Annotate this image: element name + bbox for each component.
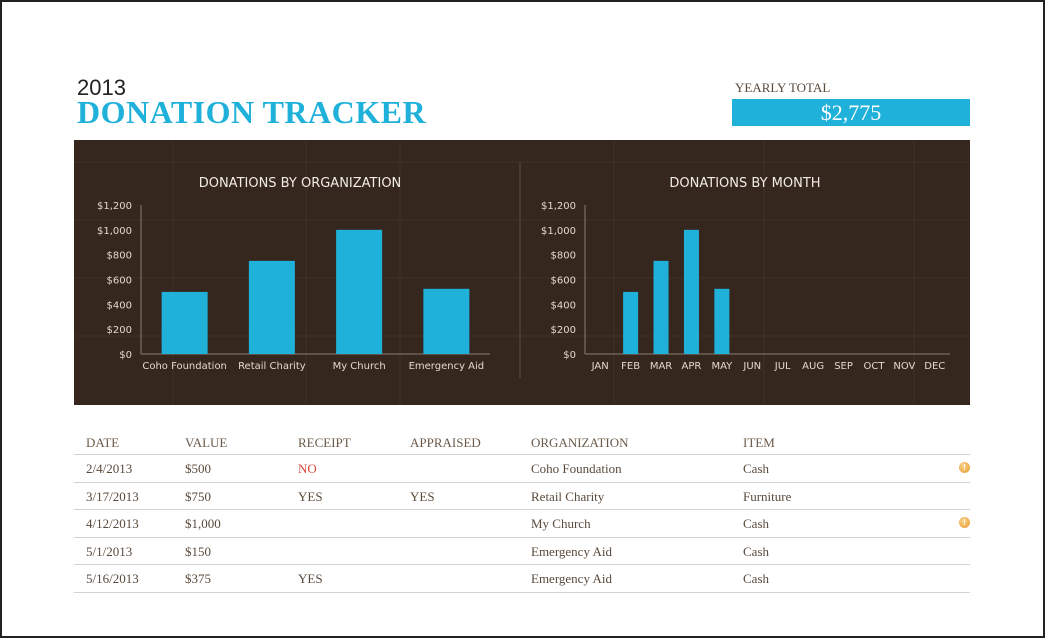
y-tick-label: $800	[107, 251, 132, 262]
table-cell: 5/1/2013	[86, 543, 133, 559]
y-tick-label: $400	[107, 300, 132, 311]
column-header: DATE	[86, 435, 120, 450]
x-tick-label: APR	[682, 361, 702, 372]
page-title: DONATION TRACKER	[77, 94, 427, 130]
table-cell: NO	[298, 461, 317, 476]
charts-panel: DONATIONS BY ORGANIZATION $0 $200 $400 $600 $…	[74, 140, 970, 405]
table-cell: Coho Foundation	[531, 461, 622, 476]
bar	[683, 229, 699, 354]
yearly-total-label: YEARLY TOTAL	[735, 80, 831, 95]
chart-divider	[519, 162, 521, 378]
x-tick-label: NOV	[893, 361, 915, 372]
column-header: RECEIPT	[298, 435, 351, 450]
table-cell: YES	[410, 488, 435, 504]
table-cell: 5/16/2013	[86, 571, 139, 586]
column-header: APPRAISED	[410, 435, 481, 450]
x-tick-label: OCT	[863, 361, 885, 372]
y-tick-label: $1,000	[541, 226, 576, 237]
year: 2013	[77, 75, 126, 100]
x-tick-label: JUN	[742, 361, 761, 372]
y-tick-label: $0	[563, 350, 576, 361]
donations-table: DATE VALUE RECEIPT APPRAISED ORGANIZATION ITE…	[74, 430, 970, 593]
bar	[336, 229, 383, 354]
x-tick-label: Emergency Aid	[409, 361, 485, 372]
table-cell: Retail Charity	[531, 488, 605, 504]
bar	[653, 260, 669, 354]
x-tick-label: AUG	[802, 361, 824, 372]
bar	[161, 291, 208, 354]
column-header: VALUE	[185, 435, 228, 450]
table-cell: My Church	[531, 516, 591, 531]
table-cell: Cash	[743, 543, 769, 559]
y-tick-label: $1,200	[541, 201, 576, 212]
y-tick-label: $200	[107, 325, 132, 336]
bar	[623, 291, 639, 354]
yearly-total-value: $2,775	[732, 99, 970, 126]
table-cell: Cash	[743, 461, 769, 476]
x-tick-label: SEP	[834, 361, 853, 372]
table-cell: $750	[185, 488, 211, 504]
chart-title: DONATIONS BY MONTH	[669, 176, 820, 191]
x-tick-label: JAN	[591, 361, 609, 372]
y-tick-label: $1,000	[97, 226, 132, 237]
table-row[interactable]: 3/17/2013 $750 YES YES Retail Charity Furnitu…	[74, 483, 970, 510]
y-tick-label: $800	[551, 251, 576, 262]
table-cell: Emergency Aid	[531, 543, 612, 559]
x-tick-label: FEB	[621, 361, 640, 372]
y-tick-label: $200	[551, 325, 576, 336]
bar	[423, 288, 470, 354]
x-tick-label: MAY	[711, 361, 733, 372]
charts-svg: DONATIONS BY ORGANIZATION $0 $200 $400 $600 $…	[74, 140, 970, 405]
table-cell: 4/12/2013	[86, 516, 139, 531]
table-cell: 3/17/2013	[86, 488, 139, 504]
table-header: DATE VALUE RECEIPT APPRAISED ORGANIZATION ITE…	[74, 430, 970, 455]
column-header: ORGANIZATION	[531, 435, 629, 450]
warning-icon: !	[959, 462, 970, 473]
table-row[interactable]: 5/1/2013 $150 Emergency Aid Cash	[74, 538, 970, 565]
x-tick-label: MAR	[650, 361, 672, 372]
x-tick-label: DEC	[924, 361, 945, 372]
table-cell: YES	[298, 571, 323, 586]
table-cell: Cash	[743, 516, 769, 531]
chart-title: DONATIONS BY ORGANIZATION	[199, 176, 402, 191]
table-cell: $500	[185, 461, 211, 476]
bar	[714, 288, 730, 354]
table-cell: Cash	[743, 571, 769, 586]
table-cell: 2/4/2013	[86, 461, 133, 476]
table-cell: Furniture	[743, 488, 792, 504]
x-tick-label: JUL	[774, 361, 791, 372]
y-tick-label: $600	[107, 276, 132, 287]
warning-icon: !	[959, 517, 970, 528]
y-tick-label: $400	[551, 300, 576, 311]
table-row[interactable]: 5/16/2013 $375 YES Emergency Aid Cash	[74, 565, 970, 593]
y-tick-label: $1,200	[97, 201, 132, 212]
table-row[interactable]: 4/12/2013 $1,000 My Church Cash!	[74, 510, 970, 538]
table-cell: $150	[185, 543, 211, 559]
x-tick-label: Coho Foundation	[142, 361, 227, 372]
table-row[interactable]: 2/4/2013 $500 NO Coho Foundation Cash!	[74, 455, 970, 483]
table-cell: Emergency Aid	[531, 571, 612, 586]
y-tick-label: $600	[551, 276, 576, 287]
table-cell: YES	[298, 488, 323, 504]
y-tick-label: $0	[119, 350, 132, 361]
bar	[248, 260, 295, 354]
column-header: ITEM	[743, 435, 775, 450]
x-tick-label: Retail Charity	[238, 361, 306, 372]
table-cell: $1,000	[185, 516, 221, 531]
table-cell: $375	[185, 571, 211, 586]
x-tick-label: My Church	[333, 361, 386, 372]
